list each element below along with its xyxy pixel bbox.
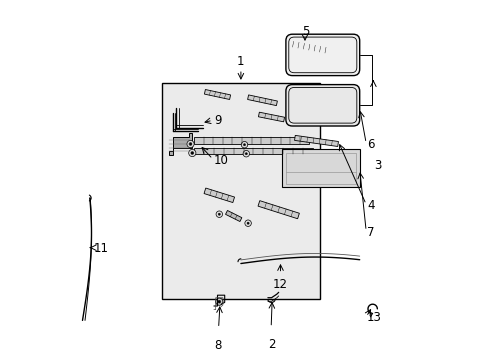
FancyBboxPatch shape bbox=[285, 85, 359, 126]
Text: 7: 7 bbox=[366, 226, 374, 239]
Text: 3: 3 bbox=[373, 159, 381, 172]
Circle shape bbox=[188, 149, 196, 157]
Text: 4: 4 bbox=[366, 199, 374, 212]
Bar bbox=[194, 148, 312, 154]
Text: 6: 6 bbox=[366, 138, 374, 150]
Bar bbox=[203, 188, 234, 203]
FancyBboxPatch shape bbox=[285, 34, 359, 76]
Circle shape bbox=[243, 150, 249, 157]
Text: 10: 10 bbox=[213, 154, 228, 167]
Circle shape bbox=[244, 220, 251, 226]
Text: 9: 9 bbox=[213, 114, 221, 127]
Bar bbox=[225, 211, 242, 221]
Circle shape bbox=[246, 222, 249, 224]
Text: 8: 8 bbox=[213, 339, 221, 352]
Bar bbox=[247, 95, 277, 105]
Text: 5: 5 bbox=[302, 25, 309, 38]
Text: 1: 1 bbox=[237, 55, 244, 68]
Bar bbox=[286, 40, 331, 54]
Circle shape bbox=[244, 153, 247, 155]
Circle shape bbox=[241, 141, 247, 148]
Circle shape bbox=[218, 300, 220, 303]
Bar bbox=[285, 153, 355, 184]
Bar bbox=[294, 135, 338, 147]
Text: 12: 12 bbox=[272, 278, 287, 291]
Bar bbox=[162, 83, 320, 299]
Circle shape bbox=[243, 144, 245, 146]
Bar bbox=[282, 149, 359, 187]
Text: 11: 11 bbox=[94, 242, 109, 255]
Text: 13: 13 bbox=[366, 311, 381, 324]
Circle shape bbox=[216, 211, 222, 217]
Polygon shape bbox=[168, 133, 192, 155]
Text: 2: 2 bbox=[267, 338, 275, 351]
Bar bbox=[194, 137, 309, 144]
Bar bbox=[258, 112, 284, 122]
Circle shape bbox=[215, 298, 223, 305]
Bar bbox=[204, 90, 230, 99]
Bar bbox=[258, 201, 299, 219]
Circle shape bbox=[218, 213, 220, 215]
Circle shape bbox=[190, 152, 193, 154]
Circle shape bbox=[189, 143, 192, 145]
Circle shape bbox=[186, 140, 194, 148]
